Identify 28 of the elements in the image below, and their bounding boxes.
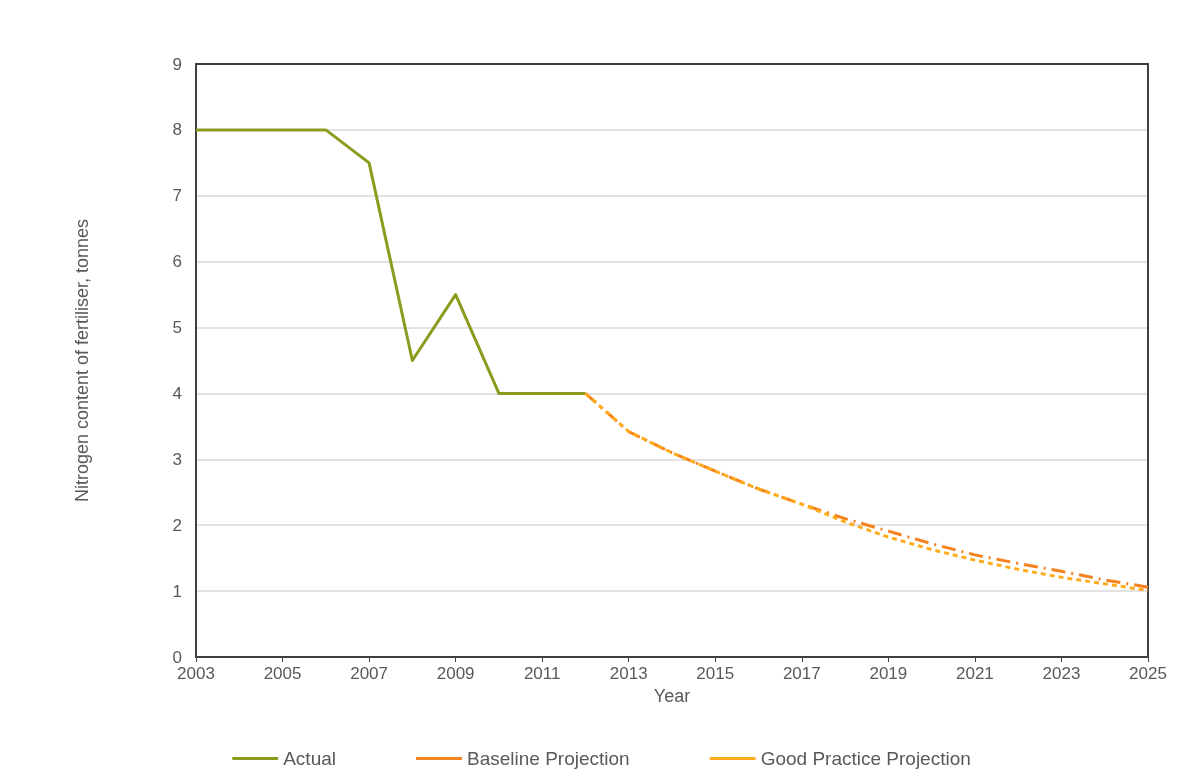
y-tick-label: 3	[172, 449, 182, 469]
legend-label: Actual	[283, 748, 336, 769]
x-tick-label: 2021	[956, 664, 994, 683]
x-tick-label: 2011	[523, 664, 561, 683]
y-axis-title: Nitrogen content of fertiliser, tonnes	[72, 218, 92, 503]
y-tick-label: 2	[172, 515, 182, 535]
line-series	[194, 128, 587, 395]
y-tick-label: 6	[172, 252, 182, 272]
x-tick-label: 2019	[869, 664, 908, 683]
x-tick-label: 2003	[177, 664, 215, 683]
y-tick-label: 7	[172, 186, 182, 206]
y-tick-label: 4	[172, 383, 182, 403]
x-tick-label: 2017	[782, 664, 821, 683]
legend-label: Baseline Projection	[467, 748, 630, 769]
y-tick-label: 1	[172, 581, 182, 601]
x-tick-label: 2023	[1042, 664, 1081, 683]
x-tick-label: 2015	[696, 664, 735, 683]
x-tick-label: 2005	[263, 664, 302, 683]
x-axis-title: Year	[653, 686, 691, 706]
y-tick-label: 5	[172, 318, 182, 338]
y-tick-label: 0	[172, 647, 182, 667]
x-tick-label: 2009	[436, 664, 475, 683]
legend-label: Good Practice Projection	[760, 748, 971, 769]
x-tick-label: 2007	[350, 664, 388, 683]
y-tick-label: 9	[172, 54, 182, 74]
x-tick-label: 2025	[1129, 664, 1167, 683]
x-tick-label: 2013	[609, 664, 648, 683]
y-tick-label: 8	[172, 120, 182, 140]
